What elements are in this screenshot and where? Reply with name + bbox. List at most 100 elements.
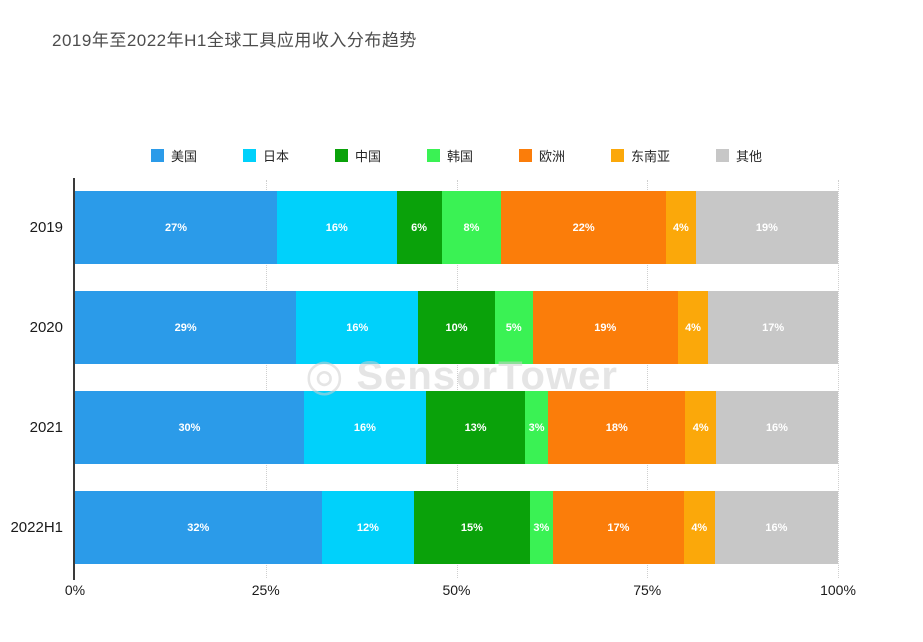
bar-row-2021: 30% 16% 13% 3% 18% 4% 16% 2021 — [30, 380, 838, 480]
bar-row-2020: 29% 16% 10% 5% 19% 4% 17% 2020 — [30, 280, 838, 380]
bar-segment-label: 13% — [464, 421, 487, 434]
bar-segment-中国[interactable]: 6% — [396, 191, 442, 264]
legend-swatch-icon — [716, 149, 730, 162]
legend-item-日本[interactable]: 日本 — [242, 146, 289, 165]
legend-label: 美国 — [170, 149, 197, 164]
legend-label: 韩国 — [446, 149, 473, 164]
legend-swatch-icon — [334, 149, 348, 162]
plot-rows: 27% 16% 6% 8% 22% 4% 19% 2019 29% 16% 10% 5% 19% 4% 17… — [10, 180, 838, 580]
legend-swatch-icon — [242, 149, 256, 162]
bar-segment-label: 16% — [346, 321, 369, 334]
bar-segment-label: 19% — [594, 321, 617, 334]
stacked-bar: 29% 16% 10% 5% 19% 4% 17% — [75, 291, 838, 364]
bar-segment-东南亚[interactable]: 4% — [685, 391, 716, 464]
bar-segment-中国[interactable]: 13% — [425, 391, 526, 464]
legend: 美国 日本 中国 韩国 欧洲 东南亚 其他 — [75, 146, 838, 165]
legend-label: 欧洲 — [539, 149, 566, 164]
category-label: 2020 — [29, 319, 63, 336]
stacked-bar: 30% 16% 13% 3% 18% 4% 16% — [75, 391, 838, 464]
bar-segment-label: 3% — [533, 521, 550, 534]
bar-segment-日本[interactable]: 12% — [321, 491, 415, 564]
bar-row-2019: 27% 16% 6% 8% 22% 4% 19% 2019 — [30, 180, 838, 280]
category-label: 2019 — [29, 219, 63, 236]
bar-segment-韩国[interactable]: 5% — [494, 291, 533, 364]
stacked-bar: 27% 16% 6% 8% 22% 4% 19% — [75, 191, 838, 264]
legend-label: 其他 — [736, 149, 763, 164]
bar-segment-其他[interactable]: 16% — [715, 391, 838, 464]
bar-segment-label: 16% — [765, 521, 788, 534]
legend-item-东南亚[interactable]: 东南亚 — [611, 146, 670, 165]
legend-swatch-icon — [611, 149, 625, 162]
bar-row-2022H1: 32% 12% 15% 3% 17% 4% 16% 2022H1 — [10, 480, 838, 580]
legend-swatch-icon — [150, 149, 164, 162]
bar-segment-label: 12% — [356, 521, 379, 534]
gridline — [647, 180, 649, 578]
x-tick-label: 75% — [633, 582, 662, 598]
gridline — [838, 180, 839, 578]
bar-segment-label: 30% — [178, 421, 201, 434]
bar-segment-东南亚[interactable]: 4% — [677, 291, 709, 364]
y-axis-line — [73, 178, 75, 580]
bar-segment-中国[interactable]: 10% — [418, 291, 495, 364]
bar-segment-美国[interactable]: 29% — [75, 291, 297, 364]
bar-segment-欧洲[interactable]: 19% — [532, 291, 678, 364]
bar-segment-欧洲[interactable]: 17% — [552, 491, 684, 564]
bar-segment-label: 4% — [672, 221, 689, 234]
legend-label: 日本 — [262, 149, 289, 164]
category-label: 2022H1 — [10, 519, 63, 536]
bar-segment-label: 3% — [528, 421, 545, 434]
x-axis: 0% 25% 50% 75% 100% — [65, 572, 856, 602]
bar-segment-中国[interactable]: 15% — [414, 491, 530, 564]
plot-area: 27% 16% 6% 8% 22% 4% 19% 2019 29% 16% 10% 5% 19% 4% 17… — [10, 178, 856, 598]
legend-label: 东南亚 — [631, 149, 671, 164]
chart-title: 2019年至2022年H1全球工具应用收入分布趋势 — [52, 31, 417, 50]
bar-segment-label: 16% — [765, 421, 788, 434]
bar-segment-label: 10% — [445, 321, 468, 334]
x-tick-label: 50% — [442, 582, 471, 598]
bar-segment-韩国[interactable]: 3% — [529, 491, 553, 564]
gridline — [265, 180, 267, 578]
bar-segment-label: 8% — [463, 221, 480, 234]
bar-segment-韩国[interactable]: 8% — [441, 191, 502, 264]
bar-segment-label: 15% — [460, 521, 483, 534]
bar-segment-其他[interactable]: 19% — [695, 191, 838, 264]
x-tick-label: 100% — [820, 582, 856, 598]
gridline — [456, 180, 458, 578]
bar-segment-label: 4% — [685, 321, 701, 334]
legend-swatch-icon — [426, 149, 440, 162]
bar-segment-label: 22% — [572, 221, 595, 234]
bar-segment-其他[interactable]: 16% — [714, 491, 838, 564]
x-tick-label: 25% — [251, 582, 280, 598]
bar-segment-日本[interactable]: 16% — [276, 191, 397, 264]
bar-segment-美国[interactable]: 32% — [75, 491, 322, 564]
legend-item-韩国[interactable]: 韩国 — [426, 146, 473, 165]
bar-segment-欧洲[interactable]: 22% — [501, 191, 666, 264]
legend-item-欧洲[interactable]: 欧洲 — [519, 146, 565, 165]
bar-segment-东南亚[interactable]: 4% — [683, 491, 715, 564]
bar-segment-label: 4% — [691, 521, 708, 534]
bar-segment-东南亚[interactable]: 4% — [665, 191, 696, 264]
bar-segment-其他[interactable]: 17% — [708, 291, 838, 364]
x-tick-label: 0% — [64, 582, 86, 598]
bar-segment-美国[interactable]: 30% — [75, 391, 304, 464]
bar-segment-label: 19% — [755, 221, 778, 234]
bar-segment-label: 16% — [353, 421, 376, 434]
legend-item-其他[interactable]: 其他 — [716, 146, 762, 165]
bar-segment-label: 27% — [164, 221, 187, 234]
bar-segment-label: 29% — [174, 321, 197, 334]
bar-segment-label: 16% — [325, 221, 348, 234]
legend-item-中国[interactable]: 中国 — [334, 146, 381, 165]
bar-segment-label: 6% — [411, 221, 428, 234]
stacked-bar: 32% 12% 15% 3% 17% 4% 16% — [75, 491, 838, 564]
legend-label: 中国 — [354, 149, 381, 164]
bar-segment-label: 18% — [605, 421, 628, 434]
bar-segment-日本[interactable]: 16% — [303, 391, 426, 464]
legend-swatch-icon — [519, 149, 532, 162]
bar-segment-日本[interactable]: 16% — [296, 291, 419, 364]
bar-segment-label: 4% — [692, 421, 709, 434]
bar-segment-韩国[interactable]: 3% — [525, 391, 549, 464]
legend-item-美国[interactable]: 美国 — [150, 146, 197, 165]
bar-segment-label: 17% — [762, 321, 785, 334]
bar-segment-欧洲[interactable]: 18% — [548, 391, 686, 464]
bar-segment-美国[interactable]: 27% — [75, 191, 277, 264]
